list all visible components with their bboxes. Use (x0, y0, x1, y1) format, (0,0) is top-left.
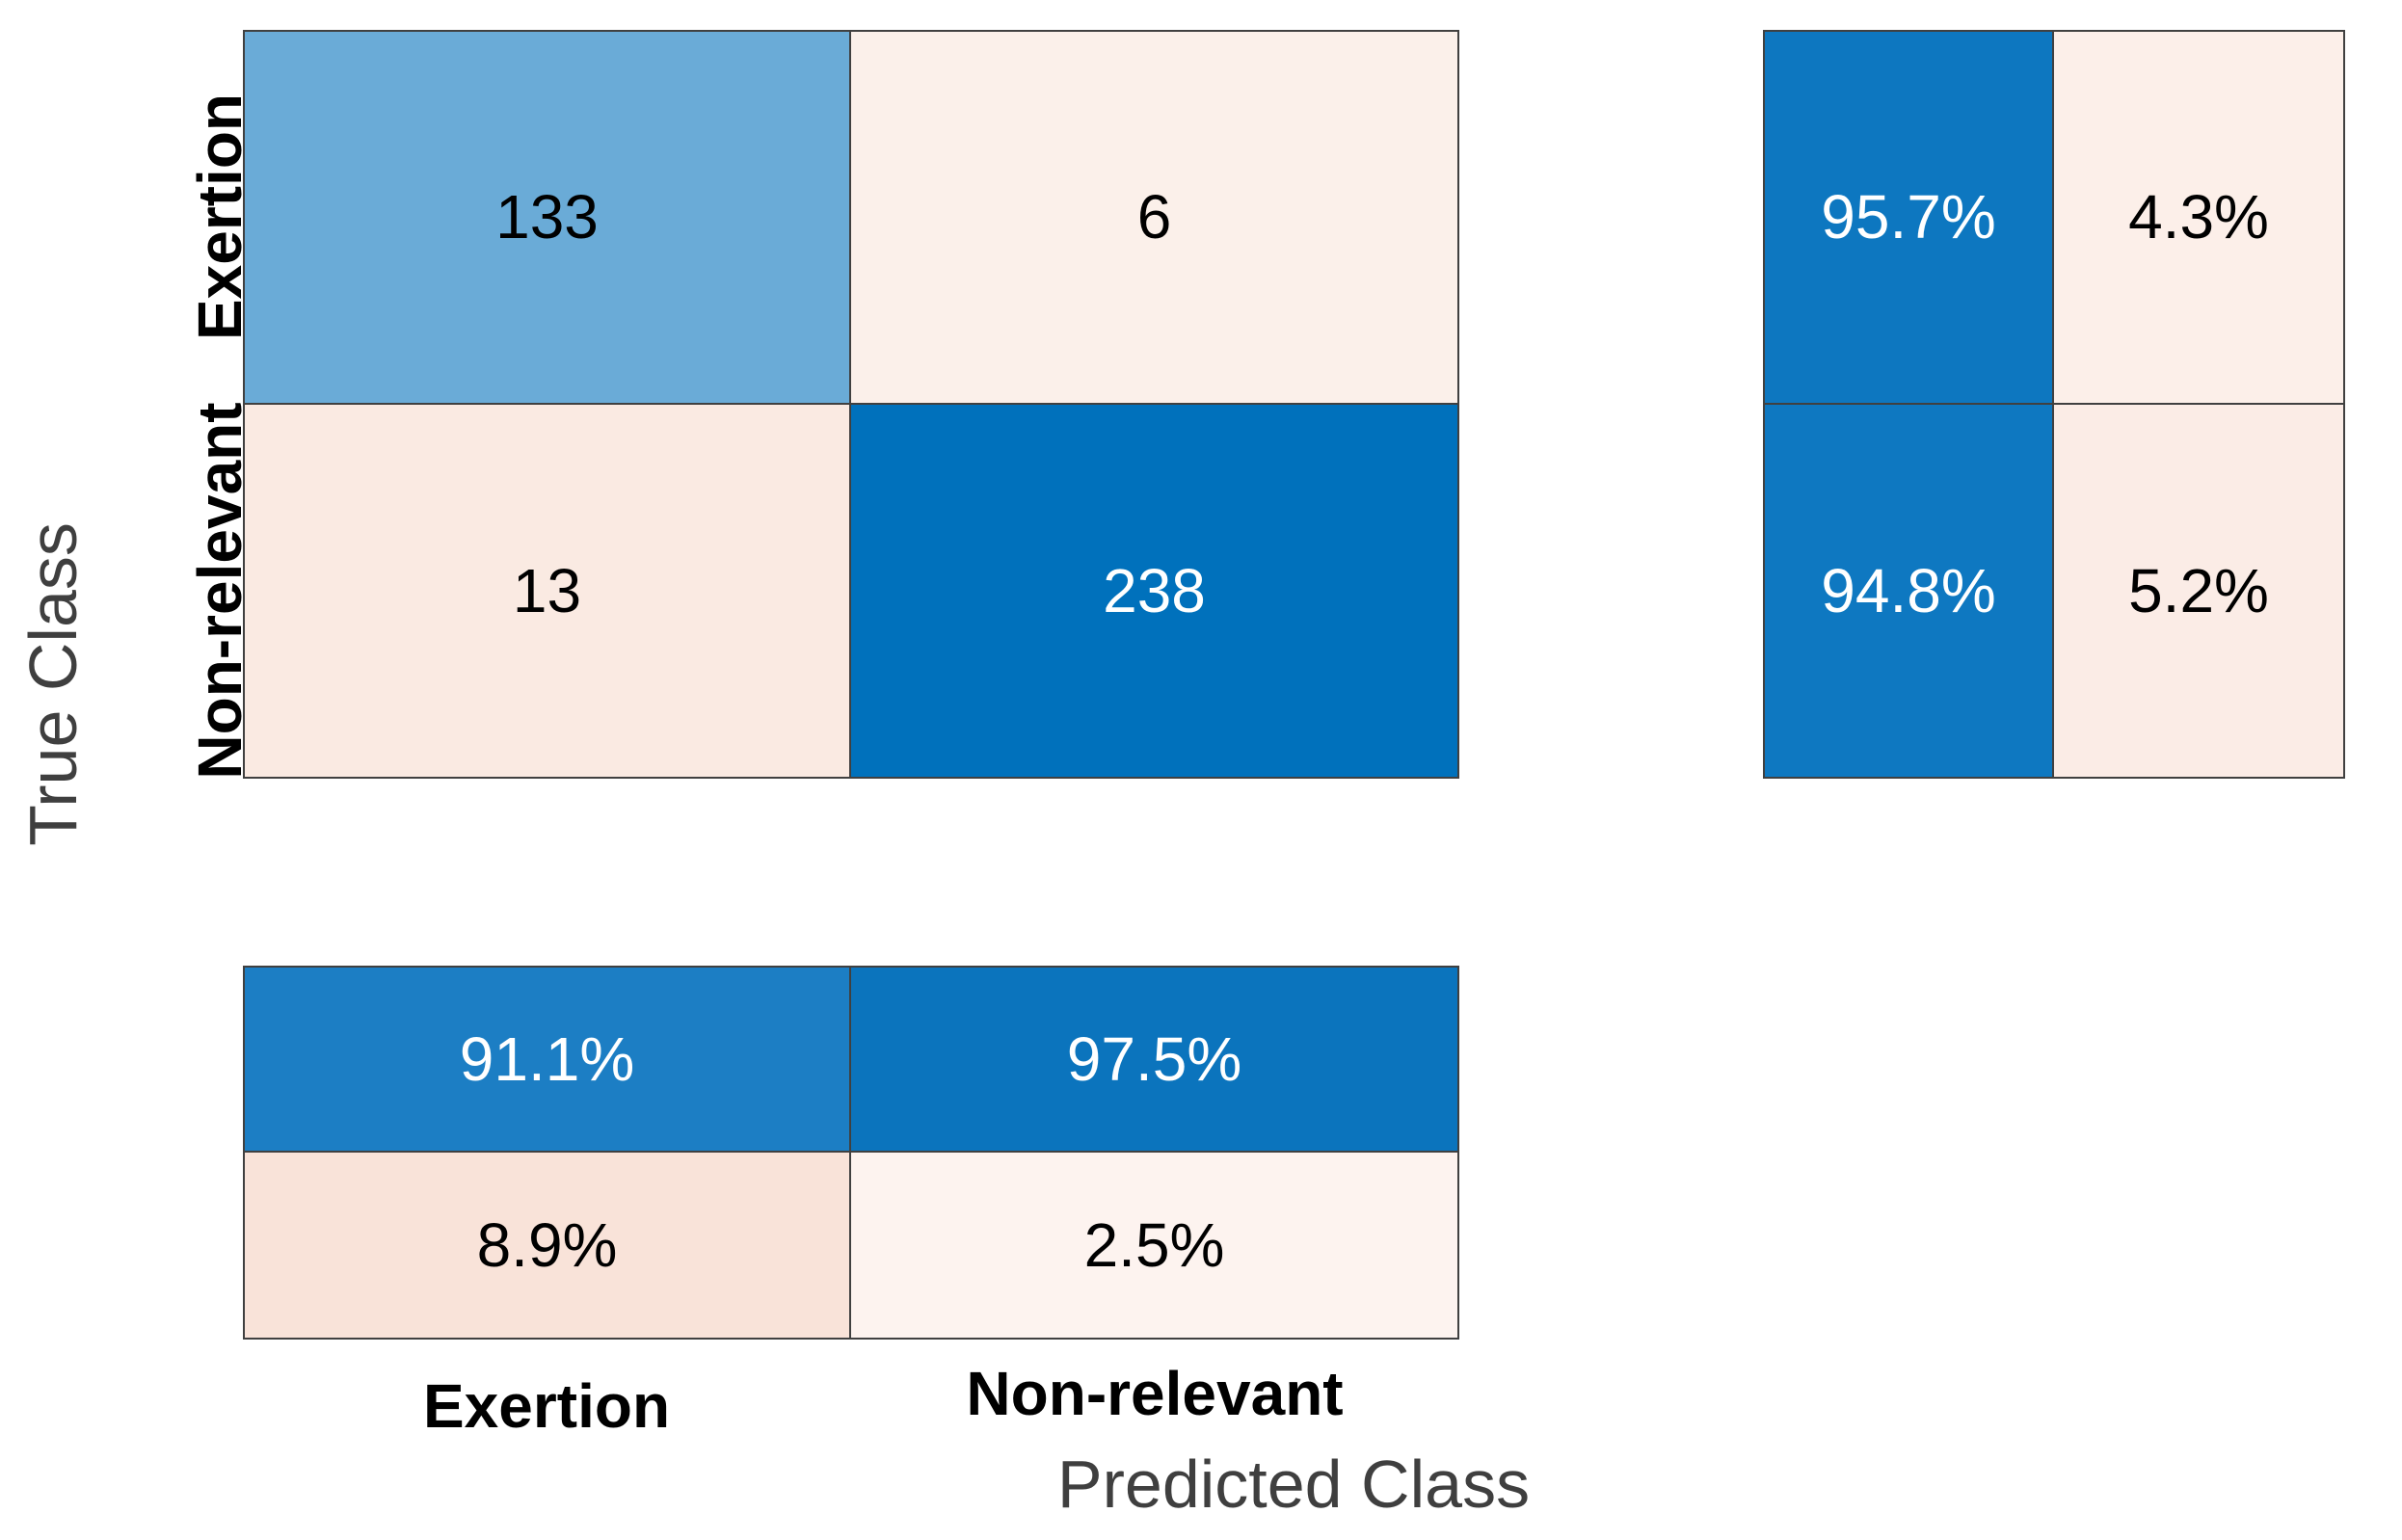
row-summary-matrix: 95.7% 4.3% 94.8% 5.2% (1763, 30, 2345, 779)
column-summary-non-relevant-correct: 97.5% (851, 968, 1457, 1153)
column-summary-matrix: 91.1% 97.5% 8.9% 2.5% (243, 966, 1459, 1340)
row-tick-exertion: Exertion (185, 93, 254, 341)
row-summary-non-relevant-incorrect: 5.2% (2054, 404, 2343, 777)
y-axis-title: True Class (15, 522, 91, 846)
cell-true-non-relevant-pred-exertion: 13 (245, 404, 851, 777)
row-tick-non-relevant: Non-relevant (185, 402, 254, 780)
column-summary-non-relevant-incorrect: 2.5% (851, 1153, 1457, 1338)
cell-true-non-relevant-pred-non-relevant: 238 (851, 404, 1457, 777)
cell-true-exertion-pred-exertion: 133 (245, 32, 851, 405)
x-axis-title: Predicted Class (1056, 1447, 1531, 1522)
cell-true-exertion-pred-non-relevant: 6 (851, 32, 1457, 405)
row-summary-exertion-correct: 95.7% (1765, 32, 2054, 405)
row-summary-non-relevant-correct: 94.8% (1765, 404, 2054, 777)
main-confusion-matrix: 133 6 13 238 (243, 30, 1459, 779)
col-tick-non-relevant: Non-relevant (966, 1359, 1344, 1428)
column-summary-exertion-incorrect: 8.9% (245, 1153, 851, 1338)
row-summary-exertion-incorrect: 4.3% (2054, 32, 2343, 405)
column-summary-exertion-correct: 91.1% (245, 968, 851, 1153)
col-tick-exertion: Exertion (422, 1371, 671, 1441)
